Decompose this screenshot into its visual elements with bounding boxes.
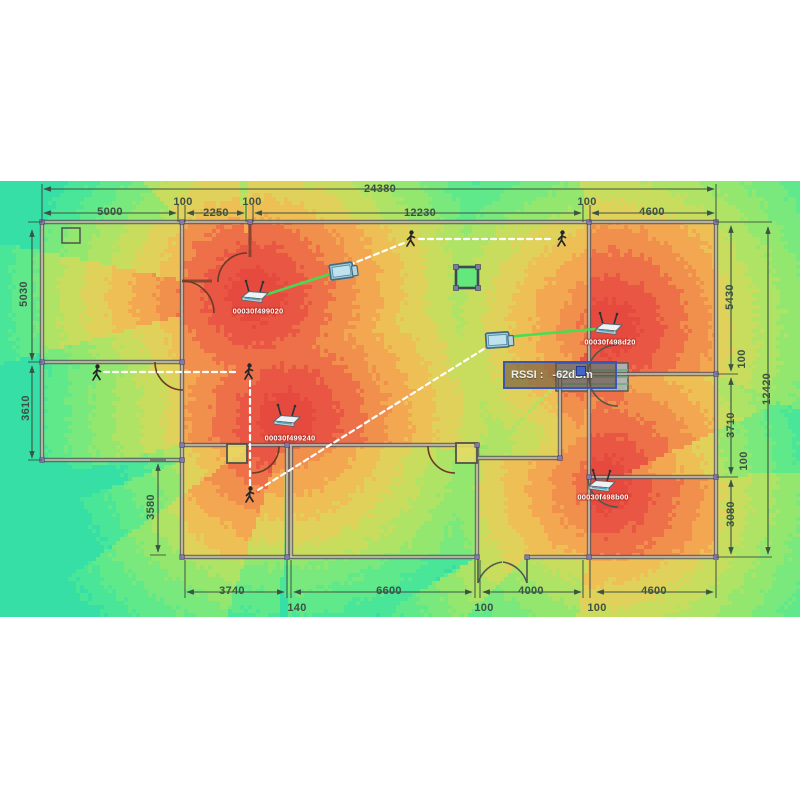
access-point-icon[interactable] (595, 310, 623, 336)
laptop-icon[interactable] (484, 330, 515, 350)
signal-links (260, 271, 597, 339)
signal-heatmap-canvas[interactable] (0, 181, 800, 617)
selected-column[interactable] (453, 264, 481, 291)
laptop-icon[interactable] (328, 260, 360, 281)
door-arcs (154, 252, 619, 584)
access-point-icon[interactable] (241, 278, 269, 304)
rssi-tooltip-value: -62dBm (552, 369, 593, 381)
access-point-icon[interactable] (273, 402, 301, 428)
person-icon[interactable] (557, 229, 567, 247)
person-icon[interactable] (406, 229, 416, 247)
rssi-tooltip-label: RSSI : (511, 369, 544, 381)
walk-paths (102, 237, 553, 492)
dimension-lines (28, 184, 772, 598)
person-icon[interactable] (92, 363, 102, 381)
person-icon[interactable] (245, 485, 255, 503)
client-devices (328, 260, 515, 350)
access-point-icon[interactable] (588, 467, 616, 493)
person-icon[interactable] (244, 362, 254, 380)
closet (61, 227, 81, 244)
wall-columns (226, 442, 478, 464)
rssi-tooltip[interactable]: RSSI : -62dBm (503, 361, 617, 389)
rssi-tooltip-handle[interactable] (576, 366, 586, 376)
